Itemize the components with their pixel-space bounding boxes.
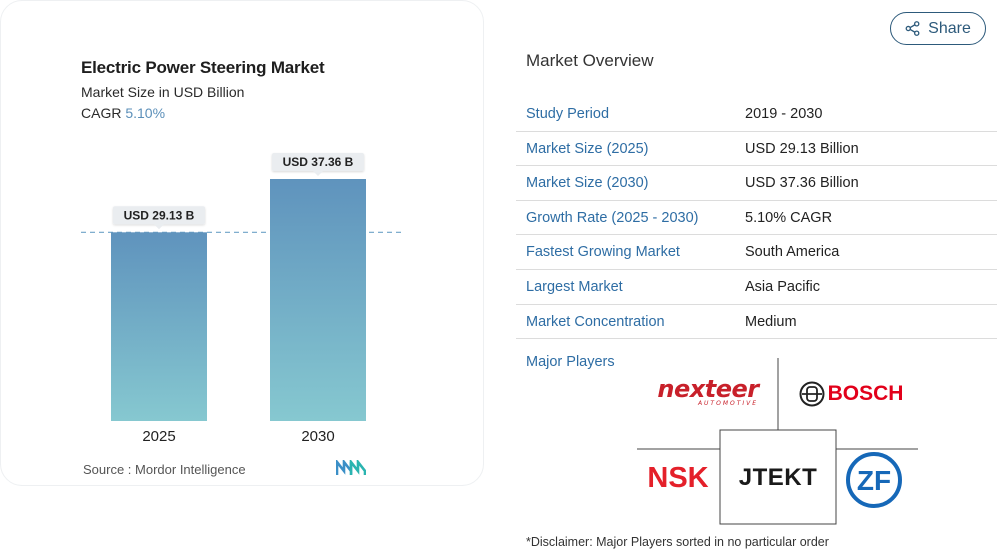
zf-logo: ZF [844, 450, 904, 510]
overview-row-label: Study Period [526, 106, 610, 122]
overview-row-label: Fastest Growing Market [526, 244, 680, 261]
overview-row: Market Concentration Medium [516, 305, 997, 340]
overview-row-label: Market Size (2030) [526, 175, 649, 192]
overview-row-value: South America [745, 244, 840, 261]
bosch-logo-text: BOSCH [827, 382, 904, 405]
nsk-logo-text: NSK [647, 461, 709, 494]
chart-subtitle: Market Size in USD Billion [81, 84, 245, 100]
nsk-logo: NSK [640, 460, 716, 496]
jtekt-logo: JTEKT [726, 462, 830, 494]
overview-row-value: USD 37.36 Billion [745, 175, 859, 192]
chart-title: Electric Power Steering Market [81, 58, 325, 77]
cagr-value: 5.10% [125, 105, 166, 121]
overview-row: Market Size (2030) USD 37.36 Billion [516, 166, 997, 201]
mordor-intelligence-logo [336, 460, 366, 475]
bar-chart: USD 29.13 B 2025 USD 37.36 B 2030 [81, 153, 401, 445]
jtekt-logo-text: JTEKT [738, 464, 818, 491]
x-tick-label: 2030 [301, 428, 334, 445]
overview-row-label: Largest Market [526, 278, 623, 295]
chart-card: Electric Power Steering Market Market Si… [0, 0, 484, 486]
bar-2025 [111, 232, 207, 421]
zf-logo-text: ZF [857, 465, 891, 496]
chart-source: Source : Mordor Intelligence [83, 462, 246, 477]
overview-row-value: Medium [745, 313, 797, 330]
overview-row-value: 2019 - 2030 [745, 106, 823, 122]
overview-row-value: 5.10% CAGR [745, 209, 833, 226]
overview-row-value: USD 29.13 Billion [745, 140, 859, 157]
data-label-text: USD 29.13 B [124, 208, 195, 222]
overview-row-value: Asia Pacific [745, 278, 820, 295]
x-tick-label: 2025 [142, 428, 175, 445]
overview-row: Study Period 2019 - 2030 [516, 97, 997, 132]
share-icon [905, 21, 920, 36]
overview-row-label: Market Concentration [526, 313, 665, 330]
data-label-2025: USD 29.13 B [113, 206, 205, 230]
overview-row: Market Size (2025) USD 29.13 Billion [516, 132, 997, 167]
data-label-2030: USD 37.36 B [272, 153, 364, 176]
share-button[interactable]: Share [890, 12, 986, 45]
nexteer-logo: nexteer AUTOMOTIVE [644, 376, 772, 410]
zf-logo-mark: ZF [846, 452, 902, 508]
bosch-logo: BOSCH [798, 379, 904, 409]
nexteer-logo-subtext: AUTOMOTIVE [697, 400, 759, 407]
overview-row-label: Growth Rate (2025 - 2030) [526, 209, 699, 226]
cagr-label: CAGR [81, 105, 122, 121]
share-label: Share [928, 19, 971, 37]
overview-row: Growth Rate (2025 - 2030) 5.10% CAGR [516, 201, 997, 236]
overview-row: Fastest Growing Market South America [516, 235, 997, 270]
data-label-text: USD 37.36 B [283, 155, 354, 169]
overview-row: Largest Market Asia Pacific [516, 270, 997, 305]
overview-row-label: Market Size (2025) [526, 140, 649, 157]
nexteer-logo-text: nexteer [657, 375, 759, 403]
bosch-armature-icon [799, 381, 825, 407]
bar-2030 [270, 179, 366, 421]
cagr-line: CAGR 5.10% [81, 105, 165, 121]
overview-title: Market Overview [526, 51, 654, 70]
major-players-label: Major Players [526, 354, 615, 370]
disclaimer: *Disclaimer: Major Players sorted in no … [526, 535, 829, 549]
overview-table: Study Period 2019 - 2030 Market Size (2025… [516, 97, 997, 340]
